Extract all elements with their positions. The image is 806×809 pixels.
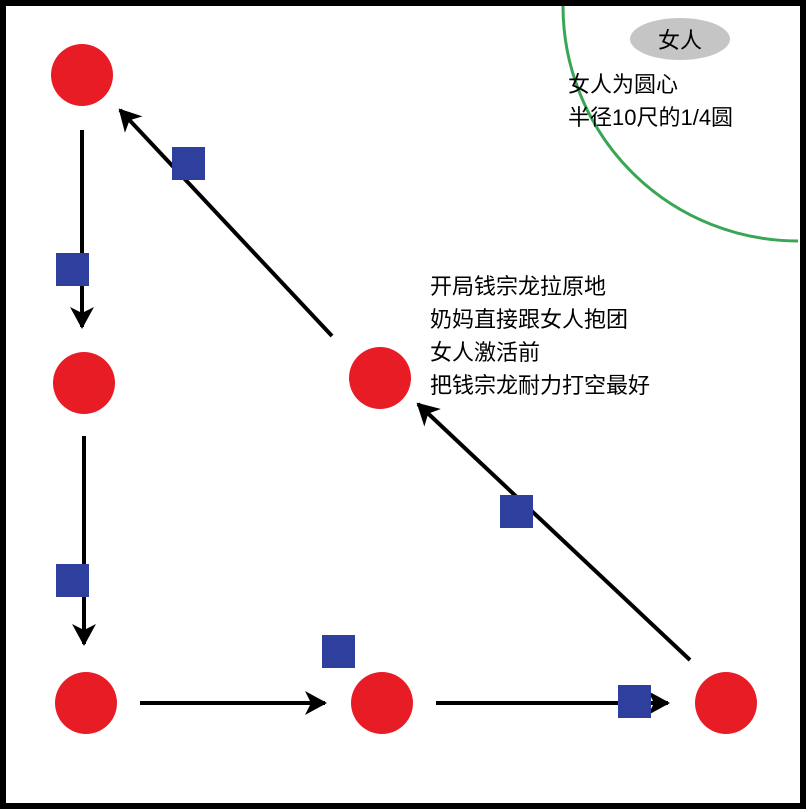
blue-square: [56, 564, 89, 597]
arc-caption: 女人为圆心 半径10尺的1/4圆: [568, 68, 733, 134]
red-node: [351, 672, 413, 734]
diagram-canvas: 女人 女人为圆心 半径10尺的1/4圆 开局钱宗龙拉原地 奶妈直接跟女人抱团 女…: [0, 0, 806, 809]
squares-group: [56, 147, 651, 718]
blue-square: [322, 635, 355, 668]
blue-square: [500, 495, 533, 528]
strategy-text: 开局钱宗龙拉原地 奶妈直接跟女人抱团 女人激活前 把钱宗龙耐力打空最好: [430, 270, 650, 402]
red-node: [55, 672, 117, 734]
red-node: [53, 352, 115, 414]
blue-square: [172, 147, 205, 180]
arrow: [418, 404, 690, 660]
red-node: [349, 347, 411, 409]
red-node: [695, 672, 757, 734]
woman-oval-label: 女人: [630, 18, 730, 60]
arrow: [120, 110, 332, 336]
blue-square: [618, 685, 651, 718]
woman-oval-text: 女人: [658, 23, 702, 55]
blue-square: [56, 253, 89, 286]
red-node: [51, 44, 113, 106]
